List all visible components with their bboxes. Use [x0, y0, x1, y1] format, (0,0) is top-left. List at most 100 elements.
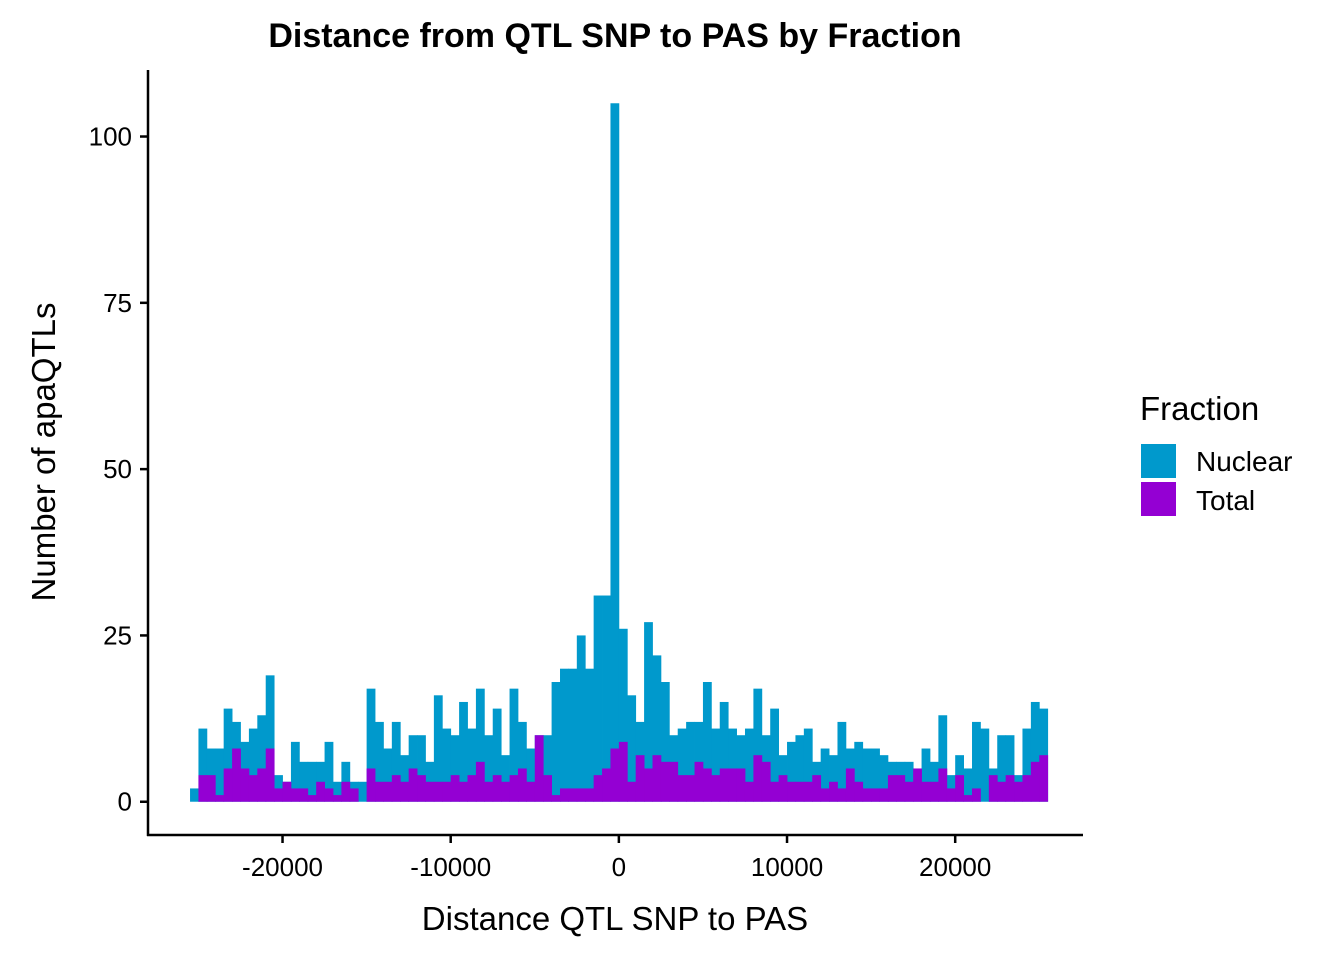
nuclear-bar — [1005, 735, 1015, 802]
nuclear-bar — [753, 688, 763, 802]
total-bar — [585, 788, 595, 802]
nuclear-bar — [526, 748, 536, 802]
nuclear-bar — [837, 721, 847, 802]
nuclear-bar — [568, 668, 578, 802]
y-axis-ticks: 0 25 50 75 100 — [89, 122, 148, 817]
total-bar — [459, 781, 468, 802]
total-bar — [1005, 775, 1015, 802]
nuclear-bar — [610, 103, 620, 802]
total-bar — [265, 748, 275, 802]
nuclear-bar — [820, 748, 830, 802]
legend-label-total: Total — [1196, 485, 1255, 516]
total-bar — [829, 781, 838, 802]
nuclear-bar — [492, 708, 502, 802]
total-bar — [206, 775, 216, 802]
nuclear-bar — [803, 728, 813, 802]
total-bar — [744, 781, 754, 802]
nuclear-bar — [829, 755, 838, 802]
nuclear-bar — [517, 721, 527, 802]
total-bar — [316, 781, 325, 802]
nuclear-bar — [190, 788, 199, 802]
nuclear-bar — [728, 728, 737, 802]
nuclear-bar — [450, 735, 460, 802]
nuclear-bar — [467, 728, 477, 802]
nuclear-bar — [475, 688, 485, 802]
total-bar — [862, 788, 872, 802]
nuclear-bar — [677, 728, 687, 802]
nuclear-bar — [652, 655, 662, 802]
nuclear-bar — [644, 622, 653, 802]
nuclear-bar — [560, 668, 569, 802]
total-bar — [963, 795, 973, 802]
total-bar — [929, 781, 939, 802]
nuclear-bar — [257, 715, 267, 802]
nuclear-bar — [694, 721, 704, 802]
total-bar — [618, 741, 628, 802]
nuclear-bar — [215, 748, 225, 802]
nuclear-bar — [417, 735, 426, 802]
total-bar — [391, 775, 401, 802]
total-bar — [854, 781, 864, 802]
total-bar — [787, 781, 796, 802]
total-bar — [198, 775, 208, 802]
total-bar — [820, 788, 830, 802]
nuclear-bar — [248, 728, 258, 802]
total-bar — [845, 768, 855, 802]
total-bar — [492, 775, 502, 802]
total-bar — [1030, 761, 1040, 802]
nuclear-bar — [602, 595, 611, 802]
nuclear-bar — [871, 748, 880, 802]
total-bar — [400, 781, 410, 802]
nuclear-bar — [1022, 728, 1032, 802]
y-tick-label: 50 — [103, 454, 132, 484]
total-bar — [879, 788, 889, 802]
nuclear-bar — [543, 735, 552, 802]
nuclear-bar — [332, 781, 342, 802]
total-bar — [635, 755, 645, 802]
total-bar — [803, 781, 813, 802]
total-bar — [913, 768, 922, 802]
nuclear-bar — [719, 701, 729, 802]
total-bar — [475, 761, 485, 802]
nuclear-bar — [618, 628, 628, 802]
total-bar — [543, 775, 552, 802]
nuclear-bar — [702, 682, 712, 802]
nuclear-bar — [433, 695, 443, 802]
nuclear-bar — [459, 701, 468, 802]
nuclear-bar — [358, 781, 368, 802]
total-bar — [324, 788, 334, 802]
nuclear-bar — [660, 682, 670, 802]
chart-title: Distance from QTL SNP to PAS by Fraction — [268, 17, 961, 55]
y-tick-label: 100 — [89, 122, 132, 152]
total-bar — [972, 788, 981, 802]
total-bar — [719, 768, 729, 802]
total-bar — [509, 775, 519, 802]
total-bar — [332, 795, 342, 802]
nuclear-bar — [585, 668, 595, 802]
nuclear-bar — [593, 595, 603, 802]
legend: Fraction Nuclear Total — [1140, 390, 1292, 516]
x-tick-label: -20000 — [242, 852, 323, 882]
nuclear-bar — [795, 735, 805, 802]
total-bar — [627, 781, 637, 802]
total-bar — [282, 781, 292, 802]
total-bar — [257, 768, 267, 802]
total-bar — [417, 775, 426, 802]
total-bar — [795, 781, 805, 802]
nuclear-bar — [391, 721, 401, 802]
total-bar — [921, 781, 931, 802]
total-bar — [551, 795, 561, 802]
total-bar — [761, 761, 771, 802]
y-tick-label: 0 — [118, 787, 132, 817]
nuclear-bar — [383, 748, 393, 802]
nuclear-series — [190, 103, 1049, 802]
total-bar — [602, 768, 611, 802]
total-bar — [240, 768, 250, 802]
nuclear-bar — [879, 755, 889, 802]
total-bar — [660, 761, 670, 802]
total-bar — [677, 775, 687, 802]
total-bar — [988, 775, 998, 802]
x-tick-label: -10000 — [410, 852, 491, 882]
nuclear-bar — [1030, 701, 1040, 802]
total-bar — [383, 781, 393, 802]
